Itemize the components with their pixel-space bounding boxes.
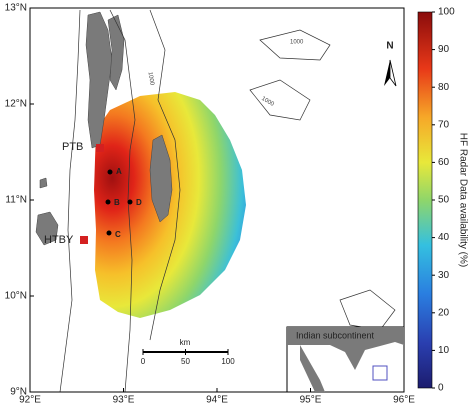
colorbar-tick-label: 30 [438, 270, 450, 281]
y-tick-label: 11°N [5, 195, 27, 206]
colorbar-tick-label: 90 [438, 44, 450, 55]
inset-box [372, 365, 388, 381]
islands [35, 11, 173, 246]
scale-unit: km [180, 338, 191, 347]
colorbar-tick-label: 40 [438, 232, 450, 243]
station-label: HTBY [44, 234, 74, 246]
x-tick-label: 95°E [300, 395, 322, 406]
colorbar-tick-label: 20 [438, 307, 450, 318]
colorbar-tick-label: 60 [438, 157, 450, 168]
contour-label: 1000 [260, 96, 275, 108]
point-markers [105, 169, 133, 236]
y-tick-label: 10°N [5, 291, 27, 302]
x-tick-label: 93°E [113, 395, 135, 406]
y-tick-label: 9°N [10, 387, 27, 398]
contour-label: 1000 [290, 40, 304, 46]
x-tick-label: 96°E [393, 395, 415, 406]
x-tick-label: 92°E [19, 395, 41, 406]
point-label: C [115, 230, 121, 239]
y-tick-label: 12°N [5, 99, 27, 110]
colorbar-tick-label: 50 [438, 195, 450, 206]
scale-tick-label: 100 [221, 357, 235, 366]
colorbar-tick-label: 10 [438, 345, 450, 356]
colorbar [417, 11, 433, 389]
contours [59, 9, 396, 392]
map-body [35, 9, 396, 392]
x-tick-label: 94°E [206, 395, 228, 406]
scale-tick-label: 0 [141, 357, 146, 366]
point-label: A [116, 167, 122, 176]
colorbar-tick-label: 70 [438, 119, 450, 130]
station-label: PTB [62, 141, 83, 153]
scale-tick-label: 50 [181, 357, 190, 366]
point-label: B [114, 198, 120, 207]
north-arrow [384, 59, 397, 87]
station-markers [80, 144, 104, 244]
inset-label: Indian subcontinent [296, 330, 375, 340]
contour-label: 1000 [146, 72, 154, 87]
y-tick-label: 13°N [5, 3, 27, 14]
north-label: N [386, 41, 393, 52]
inset-land [287, 327, 404, 392]
point-label: D [136, 198, 142, 207]
colorbar-tick-label: 80 [438, 82, 450, 93]
colorbar-tick-label: 0 [438, 383, 444, 394]
colorbar-tick-label: 100 [438, 7, 455, 18]
colorbar-label: HF Radar Data availability (%) [457, 133, 468, 268]
